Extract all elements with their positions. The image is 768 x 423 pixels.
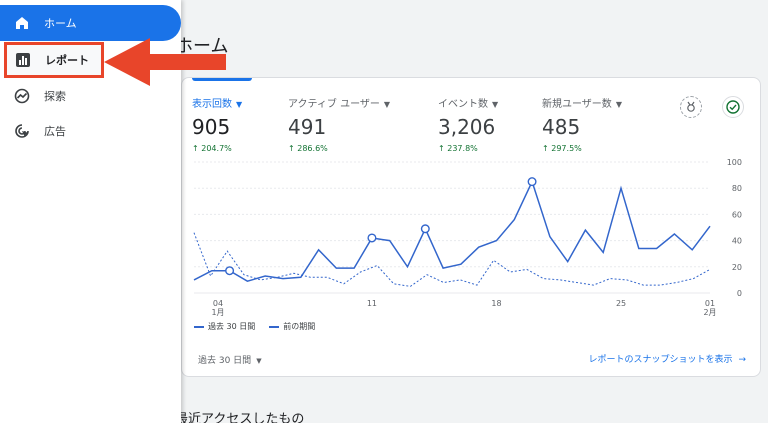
chart-legend: 過去 30 日間 前の期間 — [194, 321, 329, 332]
sidebar-item-reports[interactable]: レポート — [4, 42, 104, 78]
y-tick-label: 100 — [727, 158, 742, 167]
dropdown-caret-icon: ▼ — [615, 100, 622, 109]
metric-value: 3,206 — [438, 115, 496, 139]
date-range-selector[interactable]: 過去 30 日間 ▼ — [198, 356, 262, 366]
sidebar-item-label: ホーム — [44, 17, 77, 30]
y-tick-label: 40 — [732, 237, 742, 246]
series-line-current — [193, 179, 711, 283]
sidebar: ホーム レポート 探索 広告 — [0, 0, 181, 423]
x-tick-label: 18 — [491, 299, 501, 308]
annotation-marker — [225, 266, 235, 276]
metric-label[interactable]: 新規ユーザー数 ▼ — [542, 99, 622, 110]
page-title: ホーム — [175, 36, 229, 57]
x-tick-month-label: 2月 — [703, 308, 716, 316]
dropdown-caret-icon: ▼ — [256, 357, 262, 365]
y-tick-label: 80 — [732, 184, 742, 193]
dropdown-caret-icon: ▼ — [383, 100, 391, 109]
check-circle-icon[interactable] — [722, 96, 744, 118]
y-tick-label: 0 — [737, 289, 742, 298]
sidebar-item-explore[interactable]: 探索 — [0, 78, 181, 114]
x-tick-month-label: 1月 — [211, 308, 224, 316]
sidebar-item-label: 広告 — [44, 125, 66, 138]
metric-label[interactable]: 表示回数 ▼ — [192, 99, 243, 110]
legend-item-current: 過去 30 日間 — [194, 321, 255, 332]
x-tick-label: 25 — [616, 299, 626, 308]
arrow-up-icon: ↑ — [192, 144, 202, 153]
dashed-line-swatch — [269, 325, 280, 328]
legend-item-previous: 前の期間 — [269, 321, 315, 332]
metric-delta: ↑ 204.7% — [192, 144, 232, 153]
arrow-up-icon: ↑ — [438, 144, 448, 153]
home-icon — [14, 15, 30, 31]
sidebar-item-home[interactable]: ホーム — [0, 5, 181, 41]
explore-icon — [14, 88, 30, 104]
y-tick-label: 20 — [732, 263, 742, 272]
y-tick-label: 60 — [732, 210, 742, 219]
insights-icon[interactable] — [680, 96, 702, 118]
metric-event-count[interactable]: イベント数 ▼ 3,206 ↑ 237.8% — [438, 95, 498, 153]
metric-value: 491 — [288, 115, 327, 139]
x-tick-label: 11 — [367, 299, 377, 308]
arrow-up-icon: ↑ — [542, 144, 552, 153]
arrow-up-icon: ↑ — [288, 144, 298, 153]
x-tick-label: 01 — [705, 299, 715, 308]
sidebar-item-label: レポート — [45, 54, 89, 67]
overview-card: 表示回数 ▼ 905 ↑ 204.7% アクティブ ユーザー ▼ 491 ↑ 286… — [181, 77, 761, 377]
metric-delta: ↑ 286.6% — [288, 144, 328, 153]
active-tab-indicator — [192, 78, 252, 81]
recent-section-title: 最近アクセスしたもの — [175, 412, 305, 423]
solid-line-swatch — [194, 325, 204, 328]
view-snapshot-link[interactable]: レポートのスナップショットを表示 → — [588, 355, 746, 365]
metric-value: 905 — [192, 115, 231, 139]
arrow-right-icon: → — [738, 355, 746, 365]
metric-delta: ↑ 237.8% — [438, 144, 478, 153]
sidebar-item-ads[interactable]: 広告 — [0, 113, 181, 149]
ads-cursor-icon — [14, 123, 30, 139]
metric-new-users[interactable]: 新規ユーザー数 ▼ 485 ↑ 297.5% — [542, 95, 622, 153]
bar-chart-icon — [15, 52, 31, 68]
metric-label[interactable]: イベント数 ▼ — [438, 99, 499, 110]
dropdown-caret-icon: ▼ — [492, 100, 499, 109]
x-tick-label: 04 — [213, 299, 223, 308]
annotation-arrow-icon — [104, 38, 226, 86]
metric-value: 485 — [542, 115, 581, 139]
annotation-marker — [367, 233, 377, 243]
sidebar-item-label: 探索 — [44, 90, 66, 103]
annotation-marker — [527, 177, 537, 187]
metric-delta: ↑ 297.5% — [542, 144, 582, 153]
annotation-marker — [420, 224, 430, 234]
dropdown-caret-icon: ▼ — [236, 100, 243, 109]
metric-active-users[interactable]: アクティブ ユーザー ▼ 491 ↑ 286.6% — [288, 95, 390, 153]
metric-views[interactable]: 表示回数 ▼ 905 ↑ 204.7% — [192, 95, 242, 153]
metric-label[interactable]: アクティブ ユーザー ▼ — [288, 99, 391, 110]
series-line-previous — [193, 232, 711, 287]
